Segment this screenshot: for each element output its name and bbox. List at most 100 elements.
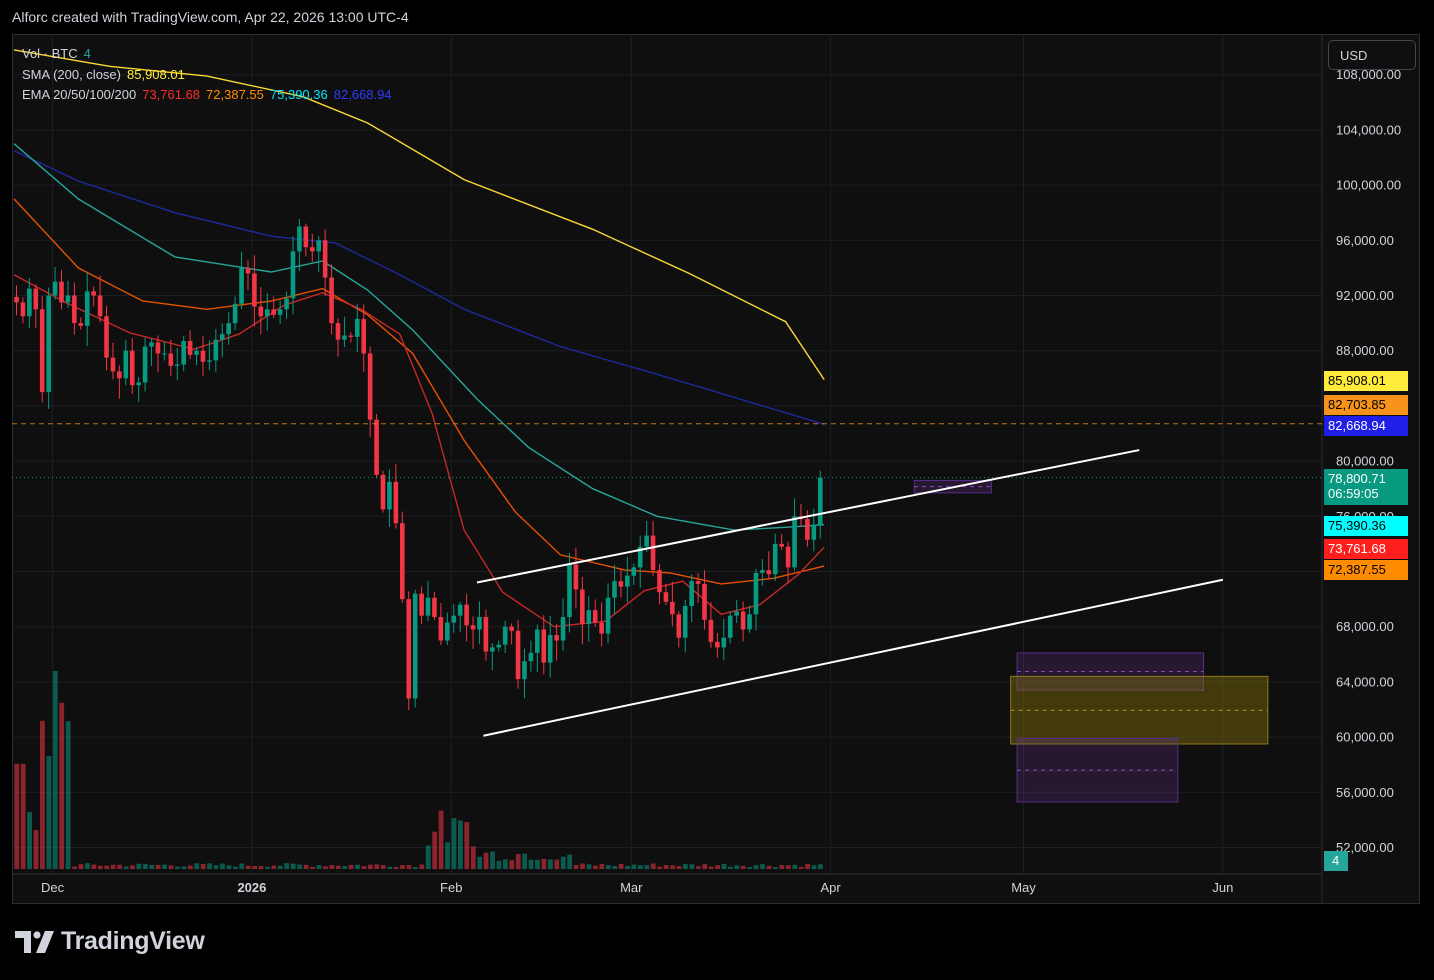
time-axis: Dec 2026 Feb Mar Apr May Jun: [41, 880, 1233, 895]
time-tick-label: Apr: [820, 880, 841, 895]
indicator-legend[interactable]: Vol · BTC 4 SMA (200, close) 85,908.01 EMA…: [22, 44, 398, 106]
candle-body: [657, 570, 662, 593]
candle-body: [264, 309, 270, 317]
volume-bar: [683, 863, 688, 869]
volume-bar: [818, 864, 823, 869]
price-tag-sma200: 85,908.01: [1324, 371, 1408, 391]
volume-bar: [207, 863, 212, 869]
price-tick-label: 80,000.00: [1336, 454, 1394, 469]
candle-body: [580, 589, 585, 624]
candle-body: [380, 474, 386, 510]
currency-button[interactable]: USD: [1328, 40, 1416, 70]
volume-bar: [72, 866, 77, 869]
price-tag-text: 73,761.68: [1328, 541, 1386, 556]
candle-body: [644, 535, 649, 547]
candle-body: [650, 535, 656, 571]
sma200-line: [13, 49, 825, 380]
candle-body: [419, 593, 424, 616]
volume-bar: [451, 818, 457, 869]
candle-body: [772, 543, 778, 575]
candle-body: [477, 617, 482, 630]
volume-bar: [477, 856, 483, 869]
candle-body: [27, 288, 32, 317]
volume-bar: [599, 864, 605, 869]
candle-body: [187, 341, 193, 355]
price-tag-text: 82,668.94: [1328, 418, 1386, 433]
time-tick-label: 2026: [237, 880, 266, 895]
volume-bar: [811, 865, 817, 869]
candle-body: [136, 382, 141, 386]
volume-bar: [798, 866, 804, 869]
candle-body: [592, 610, 598, 623]
legend-ema-label: EMA 20/50/100/200: [22, 87, 137, 102]
candles: [14, 218, 823, 710]
volume-bar: [245, 865, 251, 869]
candle-body: [547, 634, 553, 663]
candle-body: [406, 599, 412, 699]
candle-body: [97, 295, 103, 317]
price-tick-label: 96,000.00: [1336, 233, 1394, 248]
candle-body: [734, 611, 739, 616]
candle-body: [46, 295, 51, 393]
volume-bar: [329, 865, 335, 869]
legend-sma[interactable]: SMA (200, close) 85,908.01: [22, 65, 398, 86]
volume-bar: [554, 859, 560, 869]
volume-bar: [805, 863, 810, 869]
candle-body: [682, 606, 688, 638]
candle-body: [792, 516, 797, 568]
candle-body: [676, 614, 682, 638]
time-tick-label: Feb: [440, 880, 462, 895]
candle-body: [554, 634, 559, 641]
price-tag-ema200: 82,668.94: [1324, 416, 1408, 436]
tradingview-logo-icon: [15, 930, 54, 953]
candle-body: [393, 481, 399, 524]
legend-volume[interactable]: Vol · BTC 4: [22, 44, 398, 65]
candle-body: [560, 617, 566, 641]
candle-body: [457, 604, 463, 616]
volume-bar: [335, 865, 341, 869]
volume-bar: [91, 864, 97, 869]
volume-bar: [586, 864, 592, 869]
volume-bar: [97, 865, 103, 869]
volume-bar: [593, 865, 598, 869]
volume-bar: [638, 865, 643, 869]
tradingview-logo[interactable]: TradingView: [15, 927, 205, 956]
candle-body: [445, 622, 450, 641]
candle-body: [470, 625, 476, 630]
volume-bar: [361, 866, 367, 869]
volume-bar: [110, 864, 116, 869]
candle-body: [335, 323, 341, 340]
time-tick-label: Jun: [1212, 880, 1233, 895]
volume-bar: [432, 831, 438, 869]
volume-bar: [457, 820, 463, 869]
time-tick-label: Mar: [620, 880, 643, 895]
candle-body: [599, 622, 604, 634]
candle-body: [631, 567, 637, 576]
time-tick-label: May: [1011, 880, 1036, 895]
candle-body: [361, 318, 367, 354]
volume-bar: [515, 854, 521, 869]
candle-body: [535, 629, 540, 653]
legend-ema100-value: 75,390.36: [269, 87, 328, 102]
grid: [12, 34, 1323, 904]
candle-body: [258, 306, 264, 317]
volume-bar: [631, 864, 637, 869]
volume-bar: [740, 865, 746, 869]
legend-sma-label: SMA (200, close): [22, 66, 121, 82]
candle-body: [277, 309, 283, 315]
volume-bar: [445, 842, 450, 869]
volume-bar: [528, 859, 534, 869]
candle-body: [483, 617, 489, 652]
volume-bar: [52, 670, 58, 869]
legend-ema[interactable]: EMA 20/50/100/200 73,761.68 72,387.55 75,39…: [22, 85, 398, 106]
candle-body: [509, 626, 514, 631]
candle-body: [400, 523, 405, 600]
volume-bar: [406, 865, 412, 869]
volume-bar: [27, 811, 32, 869]
time-tick-label: Dec: [41, 880, 65, 895]
chart-frame: [12, 34, 1420, 904]
volume-bar: [657, 866, 663, 869]
volume-bar: [175, 866, 180, 869]
volume-bar: [290, 863, 296, 869]
price-chart[interactable]: 52,000.00 56,000.00 60,000.00 64,000.00 68,0…: [12, 34, 1420, 904]
